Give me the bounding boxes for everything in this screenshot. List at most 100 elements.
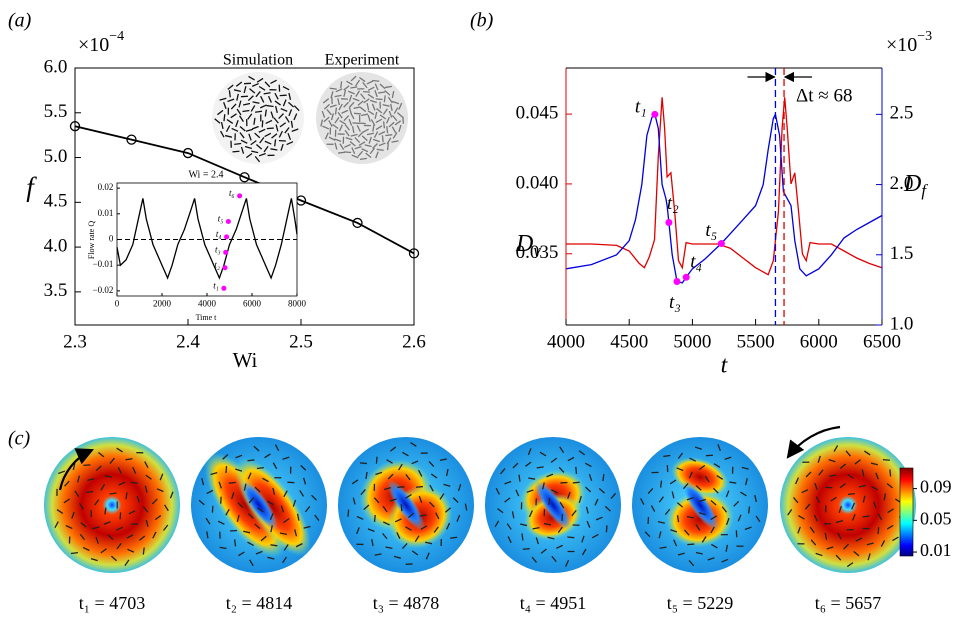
data-line: [565, 112, 883, 284]
vector-arrow: [95, 465, 102, 472]
vector-arrow: [846, 562, 854, 568]
vector-arrow: [259, 136, 265, 144]
vector-arrow: [375, 471, 383, 476]
vector-arrow: [390, 103, 393, 111]
vector-arrow: [348, 107, 352, 115]
vector-arrow: [604, 505, 611, 512]
vector-arrow: [344, 129, 350, 137]
vector-arrow: [391, 126, 397, 134]
annotation: Δt ≈ 68: [796, 85, 852, 106]
vector-arrow: [255, 91, 261, 98]
vector-arrow: [159, 473, 164, 481]
axis-multiplier-base: ×10: [886, 34, 917, 56]
vector-arrow: [347, 509, 350, 517]
vector-arrow: [341, 109, 349, 114]
vector-arrow: [370, 119, 376, 126]
vector-arrow: [256, 144, 263, 150]
vector-arrow: [142, 547, 145, 555]
axes-frame: [74, 67, 415, 326]
y-tick-label: 0.035: [516, 242, 559, 263]
vector-arrow: [264, 81, 271, 88]
vector-arrow: [278, 113, 285, 120]
vector-arrow: [261, 120, 264, 128]
vector-arrow: [219, 97, 227, 101]
image-label: Experiment: [325, 52, 400, 69]
vector-arrow: [871, 485, 878, 491]
vector-arrow: [151, 498, 158, 505]
vector-arrow: [361, 148, 369, 153]
vector-arrow: [371, 103, 376, 111]
vector-arrow: [833, 445, 839, 452]
vector-arrow: [861, 469, 865, 477]
vector-arrow: [86, 490, 94, 494]
vector-arrow: [392, 100, 400, 105]
y2-axis-label-sub: f: [921, 181, 928, 200]
vector-arrow: [375, 125, 383, 131]
vector-arrow: [567, 536, 575, 539]
vector-arrow: [283, 544, 289, 551]
vector-arrow: [355, 79, 361, 87]
vector-arrow: [234, 539, 237, 547]
vector-arrow: [657, 520, 665, 524]
vector-arrow: [504, 497, 511, 503]
vector-arrow: [511, 511, 515, 519]
vector-arrow: [547, 536, 555, 540]
y-tick-label: 5.5: [44, 101, 68, 122]
vector-arrow: [398, 124, 402, 132]
y-axis-label: Dv: [515, 231, 541, 261]
x-tick-label: 6000: [243, 299, 262, 309]
vector-arrow: [375, 151, 379, 159]
vector-arrow: [296, 513, 300, 521]
data-point: [408, 248, 420, 259]
vector-arrow: [227, 98, 235, 103]
vector-arrow: [343, 101, 349, 108]
vector-arrow: [394, 518, 402, 523]
inset-title: Wi = 2.4: [189, 169, 224, 180]
vector-arrow: [389, 446, 397, 452]
vector-arrow: [372, 79, 380, 82]
vector-arrow: [58, 470, 66, 475]
vector-arrow: [664, 508, 671, 515]
vector-arrow: [439, 458, 447, 461]
vector-arrow: [284, 127, 290, 134]
vector-arrow: [386, 143, 389, 151]
vector-arrow: [248, 133, 252, 141]
vector-arrow: [556, 544, 563, 549]
vector-arrow: [299, 490, 305, 497]
vector-arrow: [801, 489, 809, 494]
vector-arrow: [602, 473, 605, 482]
vector-arrow: [411, 460, 419, 465]
vector-arrow: [251, 150, 259, 154]
vector-arrow: [359, 106, 367, 113]
vector-arrow: [227, 84, 234, 90]
vector-arrow: [385, 546, 393, 549]
vector-arrow: [883, 493, 886, 501]
vector-arrow: [270, 544, 278, 547]
vector-arrow: [551, 555, 557, 563]
vector-arrow: [247, 513, 254, 519]
vector-arrow: [464, 503, 468, 511]
vector-arrow: [247, 541, 254, 547]
vector-arrow: [214, 118, 221, 124]
vector-arrow: [243, 86, 247, 94]
vector-arrow: [273, 117, 279, 124]
vector-arrow: [365, 471, 368, 479]
vector-arrow: [164, 504, 169, 512]
vector-arrow: [839, 463, 847, 470]
time-marker-label: t₃: [669, 292, 681, 313]
vector-arrow: [292, 499, 297, 507]
vector-arrow: [528, 477, 536, 480]
vector-arrow: [361, 135, 368, 142]
vector-arrow: [339, 143, 345, 150]
x-tick-label: 5500: [737, 331, 775, 352]
vector-arrow: [274, 92, 279, 100]
vector-arrow: [295, 543, 303, 548]
vector-arrow: [70, 551, 78, 555]
vector-arrow: [536, 466, 544, 469]
vector-arrow: [558, 466, 565, 473]
vector-arrow: [658, 496, 664, 503]
vector-arrow: [76, 475, 81, 483]
vector-arrow: [386, 459, 393, 464]
vector-arrow: [223, 114, 226, 122]
vector-arrow: [415, 485, 423, 488]
